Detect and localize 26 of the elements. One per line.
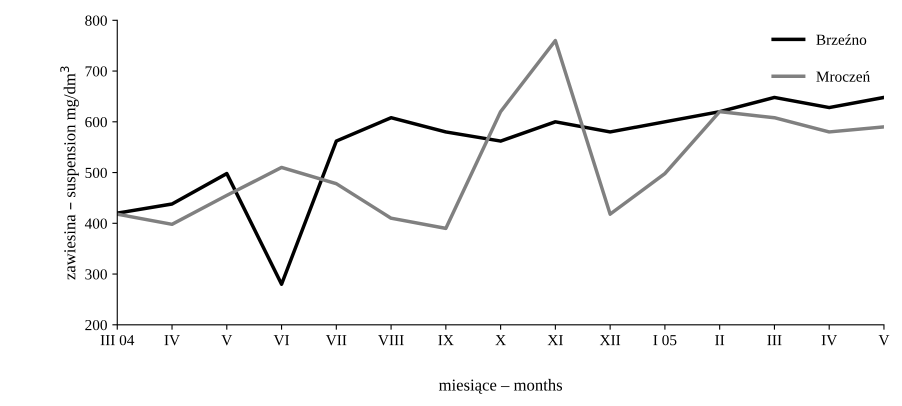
y-tick-label: 400 [84, 218, 107, 229]
x-tick-label: VII [326, 335, 346, 346]
y-tick-label: 500 [86, 168, 107, 178]
x-tick-label: II [715, 335, 724, 346]
legend-label: Brzeźno [816, 34, 866, 45]
x-tick-label: I 05 [653, 334, 676, 346]
x-tick-label: V [878, 335, 890, 346]
y-axis-title: zawiesina – suspension mg/dm$^{3}$ [60, 66, 79, 280]
y-tick-label: 700 [86, 66, 107, 76]
y-tick-label: 800 [85, 15, 107, 26]
x-tick-label: XI [548, 335, 563, 346]
x-tick-label: VI [274, 335, 290, 346]
x-tick-label: IX [438, 335, 454, 346]
y-tick-label: 200 [85, 320, 107, 330]
x-axis-title: miesiące – months [438, 378, 562, 394]
x-tick-label: III [767, 335, 782, 346]
y-tick-label: 600 [85, 116, 107, 128]
x-tick-label: VIII [378, 335, 404, 346]
y-tick-label: 300 [85, 269, 107, 280]
x-tick-label: IV [822, 335, 838, 346]
x-tick-label: X [495, 335, 506, 346]
x-tick-label: IV [164, 335, 180, 346]
x-tick-label: XII [600, 335, 620, 346]
x-tick-label: III 04 [100, 334, 134, 346]
legend-label: Mroczeń [816, 70, 870, 82]
x-tick-label: V [221, 335, 232, 346]
